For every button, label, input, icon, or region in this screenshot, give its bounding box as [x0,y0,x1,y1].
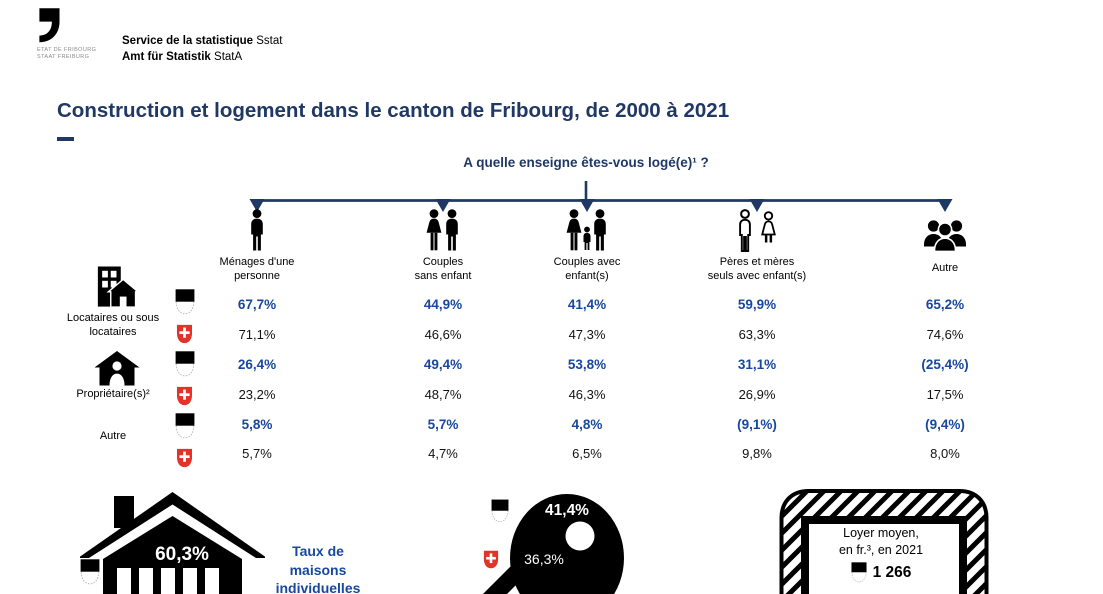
rent-value: 1 266 [872,563,912,581]
caption-line: Taux de [292,543,344,559]
value-locataires-fr: 41,4% [567,297,607,312]
value-proprietaires-ch: 46,3% [568,387,606,402]
column-label-line: Couples [422,256,464,268]
fribourg-flag-icon [491,499,509,523]
value-locataires-fr: 59,9% [737,297,777,312]
org-name-de: Amt für Statistik StatA [122,51,242,64]
single-parents-icon [735,209,779,253]
value-autre-fr: 5,7% [427,417,459,432]
swiss-flag-icon [176,448,193,468]
caption-line: maisons [289,561,347,578]
couple-with-child-icon [564,209,610,251]
org-name-de-abbr: StatA [214,51,243,63]
column-label-line: Pères et mères [719,256,795,268]
caption-line: Loyer moyen, [843,526,919,540]
value-proprietaires-fr: 49,4% [423,357,463,372]
key-value-ch: 36,3% [524,551,564,567]
value-autre-fr: (9,1%) [737,417,777,432]
value-autre-ch: 4,7% [428,446,458,461]
caption-line: en fr.³, en 2021 [838,542,924,557]
survey-question: A quelle enseigne êtes-vous logé(e)¹ ? [463,155,709,170]
column-label-couples-avec-enfants: Couples avec enfant(s) [512,256,662,283]
row-label-autre: Autre [40,430,186,444]
logo-caption-line2: STAAT FREIBURG [37,53,90,60]
people-group-icon [922,218,968,252]
row-label-locataires: Locataires ou sous locataires [40,312,186,339]
column-label-line: sans enfant [414,269,472,282]
value-locataires-fr: 67,7% [237,297,277,312]
swiss-flag-icon [176,386,193,406]
logo-caption-line1: ETAT DE FRIBOURG [37,47,97,53]
column-label-line: seuls avec enfant(s) [707,269,807,282]
houses-rate-caption: Taux de maisons individuelles [256,542,380,594]
big-house-icon [80,492,265,594]
column-label-parents-seuls: Pères et mères seuls avec enfant(s) [682,256,832,283]
column-label-menages: Ménages d'une personne [182,256,332,283]
fribourg-flag-icon [175,351,195,377]
value-autre-ch: 6,5% [572,446,602,461]
value-proprietaires-fr: 53,8% [567,357,607,372]
column-label-autre: Autre [870,262,1020,276]
value-locataires-fr: 44,9% [423,297,463,312]
value-autre-ch: 8,0% [930,446,960,461]
org-name-fr-bold: Service de la statistique [122,35,254,47]
value-proprietaires-fr: 26,4% [237,357,277,372]
caption-line: individuelles [275,580,361,594]
value-locataires-ch: 63,3% [738,327,776,342]
rent-value-row: 1 266 [802,562,960,583]
org-name-fr-abbr: Sstat [256,35,283,47]
swiss-flag-icon [483,550,499,569]
value-proprietaires-ch: 48,7% [424,387,462,402]
row-label-line: Autre [99,430,127,442]
value-proprietaires-fr: 31,1% [737,357,777,372]
row-label-line: Locataires ou sous [66,312,160,324]
value-locataires-ch: 74,6% [926,327,964,342]
value-locataires-ch: 47,3% [568,327,606,342]
row-label-proprietaires: Propriétaire(s)² [40,388,186,402]
fribourg-flag-icon [175,413,195,439]
connector-arrows [249,181,953,212]
rent-caption: Loyer moyen, en fr.³, en 2021 [802,525,960,558]
column-label-line: personne [234,269,280,282]
fribourg-state-logo-icon [37,8,60,43]
value-autre-ch: 9,8% [742,446,772,461]
single-person-icon [247,209,267,251]
value-autre-fr: 4,8% [571,417,603,432]
key-value-fr: 41,4% [545,502,589,519]
column-label-line: Ménages d'une [219,256,295,268]
couple-icon [424,209,462,251]
apartment-building-icon [95,265,137,310]
value-autre-fr: (9,4%) [925,417,965,432]
fribourg-flag-icon [80,559,100,585]
column-label-line: Couples avec [553,256,621,268]
value-autre-ch: 5,7% [242,446,272,461]
column-label-line: enfant(s) [565,269,609,282]
page-title: Construction et logement dans le canton … [57,99,730,122]
org-name-de-bold: Amt für Statistik [122,51,211,63]
value-locataires-ch: 71,1% [238,327,276,342]
value-proprietaires-ch: 23,2% [238,387,276,402]
value-autre-fr: 5,8% [241,417,273,432]
houses-rate-value: 60,3% [155,544,209,565]
fribourg-flag-icon [175,289,195,315]
row-label-line: Propriétaire(s)² [76,388,150,400]
org-name-fr: Service de la statistique Sstat [122,35,282,48]
value-proprietaires-fr: (25,4%) [921,357,969,372]
logo-caption: ETAT DE FRIBOURG STAAT FREIBURG [37,47,96,60]
swiss-flag-icon [176,324,193,344]
value-locataires-ch: 46,6% [424,327,462,342]
value-proprietaires-ch: 26,9% [738,387,776,402]
value-proprietaires-ch: 17,5% [926,387,964,402]
fribourg-flag-icon [851,562,867,583]
row-label-line: locataires [89,325,137,338]
value-locataires-fr: 65,2% [925,297,965,312]
owner-house-icon [94,350,140,386]
column-label-line: Autre [931,262,959,274]
column-label-couples-sans-enfant: Couples sans enfant [368,256,518,283]
title-dash [57,137,74,141]
